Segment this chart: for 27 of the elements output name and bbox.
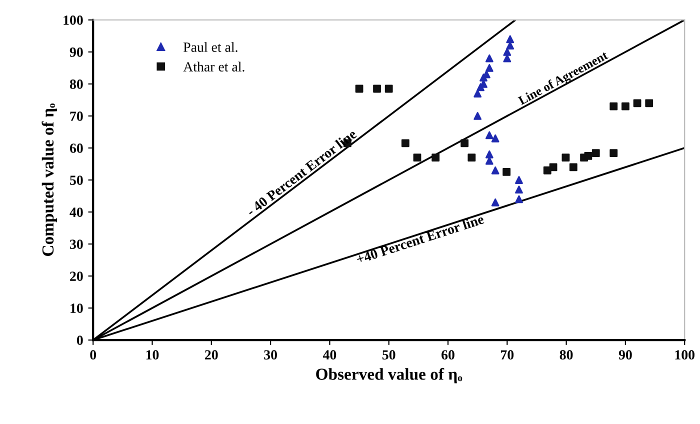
y-tick-label: 40 — [70, 208, 83, 217]
y-axis-title: Computed value of ηₒ — [42, 103, 57, 256]
x-tick-label: 40 — [322, 350, 336, 360]
x-tick-label: 10 — [146, 350, 159, 360]
y-tick-label: 0 — [76, 336, 83, 346]
x-tick-label: 70 — [501, 350, 514, 360]
y-tick-label: 60 — [70, 144, 83, 153]
x-axis-title: Observed value of ηₒ — [316, 368, 462, 384]
y-tick-label: 50 — [70, 176, 83, 185]
legend-label: Paul et al. — [184, 42, 238, 52]
y-tick-label: 30 — [70, 240, 83, 249]
annotation: +40 Percent Error line — [356, 214, 484, 264]
legend-label: Athar et al. — [183, 62, 244, 72]
y-tick-label: 20 — [70, 272, 83, 281]
x-tick-label: 80 — [560, 350, 573, 360]
x-tick-label: 0 — [90, 350, 96, 360]
x-tick-label: 100 — [675, 350, 694, 360]
y-tick-label: 70 — [70, 112, 83, 121]
y-tick-label: 100 — [64, 16, 83, 25]
y-tick-label: 10 — [70, 304, 83, 313]
y-tick-label: 80 — [70, 80, 83, 89]
x-tick-label: 20 — [205, 350, 218, 360]
x-tick-label: 60 — [442, 350, 454, 360]
x-tick-label: 30 — [264, 350, 277, 360]
y-tick-label: 90 — [70, 48, 83, 57]
x-tick-label: 50 — [382, 350, 396, 360]
x-tick-label: 90 — [618, 350, 632, 360]
